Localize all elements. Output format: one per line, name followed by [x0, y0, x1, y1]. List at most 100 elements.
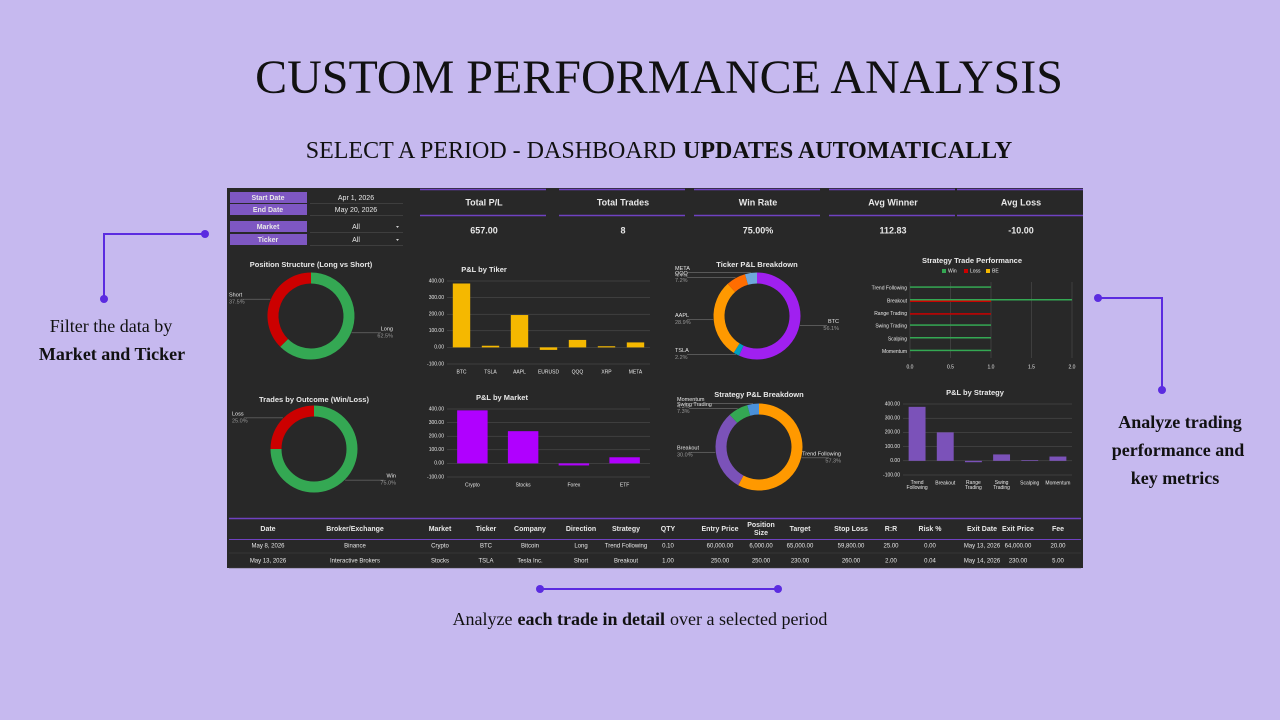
column-header: Exit Price: [1002, 526, 1034, 533]
x-tick-label: QQQ: [572, 369, 584, 375]
y-tick-label: 0.00: [434, 461, 444, 467]
bar: [1021, 460, 1039, 461]
donut-slice: [733, 343, 744, 356]
y-tick-label: Range Trading: [874, 311, 907, 317]
kpi-value: 112.83: [879, 225, 906, 235]
slice-label: Loss: [232, 411, 244, 417]
filter-label: End Date: [253, 207, 283, 214]
column-header: Broker/Exchange: [326, 526, 384, 533]
dropdown-arrow[interactable]: [396, 239, 399, 241]
donut-slice: [739, 272, 801, 360]
kpi-label: Total P/L: [465, 197, 503, 207]
legend-label: Loss: [970, 268, 981, 274]
table-cell: 260.00: [842, 559, 861, 565]
table-cell: BTC: [480, 544, 493, 550]
x-tick-label: META: [629, 369, 643, 375]
filter-label: Ticker: [258, 237, 279, 244]
filter-label-bg: [230, 234, 307, 245]
slice-value: 25.0%: [232, 418, 248, 424]
legend-swatch: [942, 269, 946, 273]
table-cell: Interactive Brokers: [330, 559, 380, 565]
callout-part: Analyze: [453, 609, 513, 629]
bar: [993, 454, 1011, 461]
dot: [1094, 294, 1102, 302]
x-tick-label: 2.0: [1069, 364, 1076, 370]
x-tick-label: Forex: [567, 482, 580, 488]
table-cell: 2.00: [885, 559, 897, 565]
bar: [910, 349, 991, 352]
bar: [539, 347, 558, 350]
bar: [910, 324, 991, 326]
table-cell: Crypto: [431, 544, 449, 550]
filter-value: Apr 1, 2026: [338, 195, 374, 202]
filter-value: May 20, 2026: [335, 207, 378, 214]
slice-label: QQQ: [675, 271, 689, 277]
y-tick-label: Breakout: [887, 298, 908, 304]
chart-title: Strategy Trade Performance: [922, 256, 1022, 265]
y-tick-label: Swing Trading: [875, 324, 907, 330]
column-header: Target: [790, 526, 812, 533]
table-cell: 65,000.00: [787, 544, 814, 550]
slice-value: 28.9%: [675, 320, 691, 326]
table-cell: May 13, 2026: [964, 544, 1001, 550]
slice-label: Momentum: [677, 397, 705, 403]
table-cell: 0.10: [662, 544, 674, 550]
x-tick-label: XRP: [601, 369, 612, 375]
y-tick-label: -100.00: [427, 361, 444, 367]
connector: [1098, 297, 1163, 390]
kpi-value: 8: [620, 225, 625, 235]
callout-bold: performance and: [1112, 440, 1244, 460]
dot: [1158, 386, 1166, 394]
callout-bold: Analyze trading: [1118, 412, 1242, 432]
bar: [936, 432, 954, 461]
y-tick-label: 100.00: [429, 328, 445, 334]
text-line: Size: [754, 530, 768, 537]
x-tick-label: 0.5: [947, 364, 954, 370]
column-header: Position Size: [747, 522, 775, 537]
column-header: Risk %: [919, 526, 943, 533]
column-header: Fee: [1052, 526, 1064, 533]
bar: [910, 313, 991, 315]
y-tick-label: 200.00: [429, 434, 445, 440]
table-cell: May 13, 2026: [250, 559, 287, 565]
table-cell: May 14, 2026: [964, 559, 1001, 565]
x-tick-label: EURUSD: [538, 369, 560, 375]
column-header: Exit Date: [967, 526, 997, 533]
column-header: Date: [260, 526, 275, 533]
kpi-value: 657.00: [470, 225, 498, 235]
donut-slice: [270, 405, 315, 450]
table-cell: Short: [574, 559, 589, 565]
y-tick-label: Scalping: [888, 336, 907, 342]
bar: [507, 431, 539, 464]
callout-text: Analyze each trade in detail over a select…: [453, 609, 828, 629]
table-cell: 250.00: [711, 559, 730, 565]
legend-swatch: [964, 269, 968, 273]
text-line: Trading: [965, 485, 982, 491]
legend-swatch: [986, 269, 990, 273]
y-tick-label: 400.00: [885, 401, 901, 407]
table-cell: 0.04: [924, 559, 936, 565]
bar: [558, 463, 590, 466]
table-cell: 6,000.00: [749, 544, 773, 550]
x-tick-label: Trend Following: [907, 480, 928, 491]
text-line: Following: [907, 485, 928, 491]
donut-slice: [738, 403, 803, 491]
filter-value[interactable]: All: [352, 237, 360, 244]
slice-label: TSLA: [675, 348, 689, 354]
y-tick-label: Trend Following: [872, 286, 908, 292]
donut-slice: [729, 405, 751, 424]
column-header: R:R: [885, 526, 897, 533]
y-tick-label: -100.00: [427, 474, 444, 480]
table-cell: 64,000.00: [1005, 544, 1032, 550]
slice-value: 75.0%: [380, 481, 396, 487]
column-header: Direction: [566, 526, 596, 533]
column-header: Market: [429, 526, 452, 533]
slice-value: 30.0%: [677, 453, 693, 459]
donut-slice: [267, 272, 312, 347]
table-cell: Binance: [344, 544, 366, 550]
bar: [964, 460, 982, 463]
donut-slice: [280, 272, 355, 360]
callout-connectors: [103, 233, 1163, 590]
filter-value[interactable]: All: [352, 224, 360, 231]
dropdown-arrow[interactable]: [396, 226, 399, 228]
